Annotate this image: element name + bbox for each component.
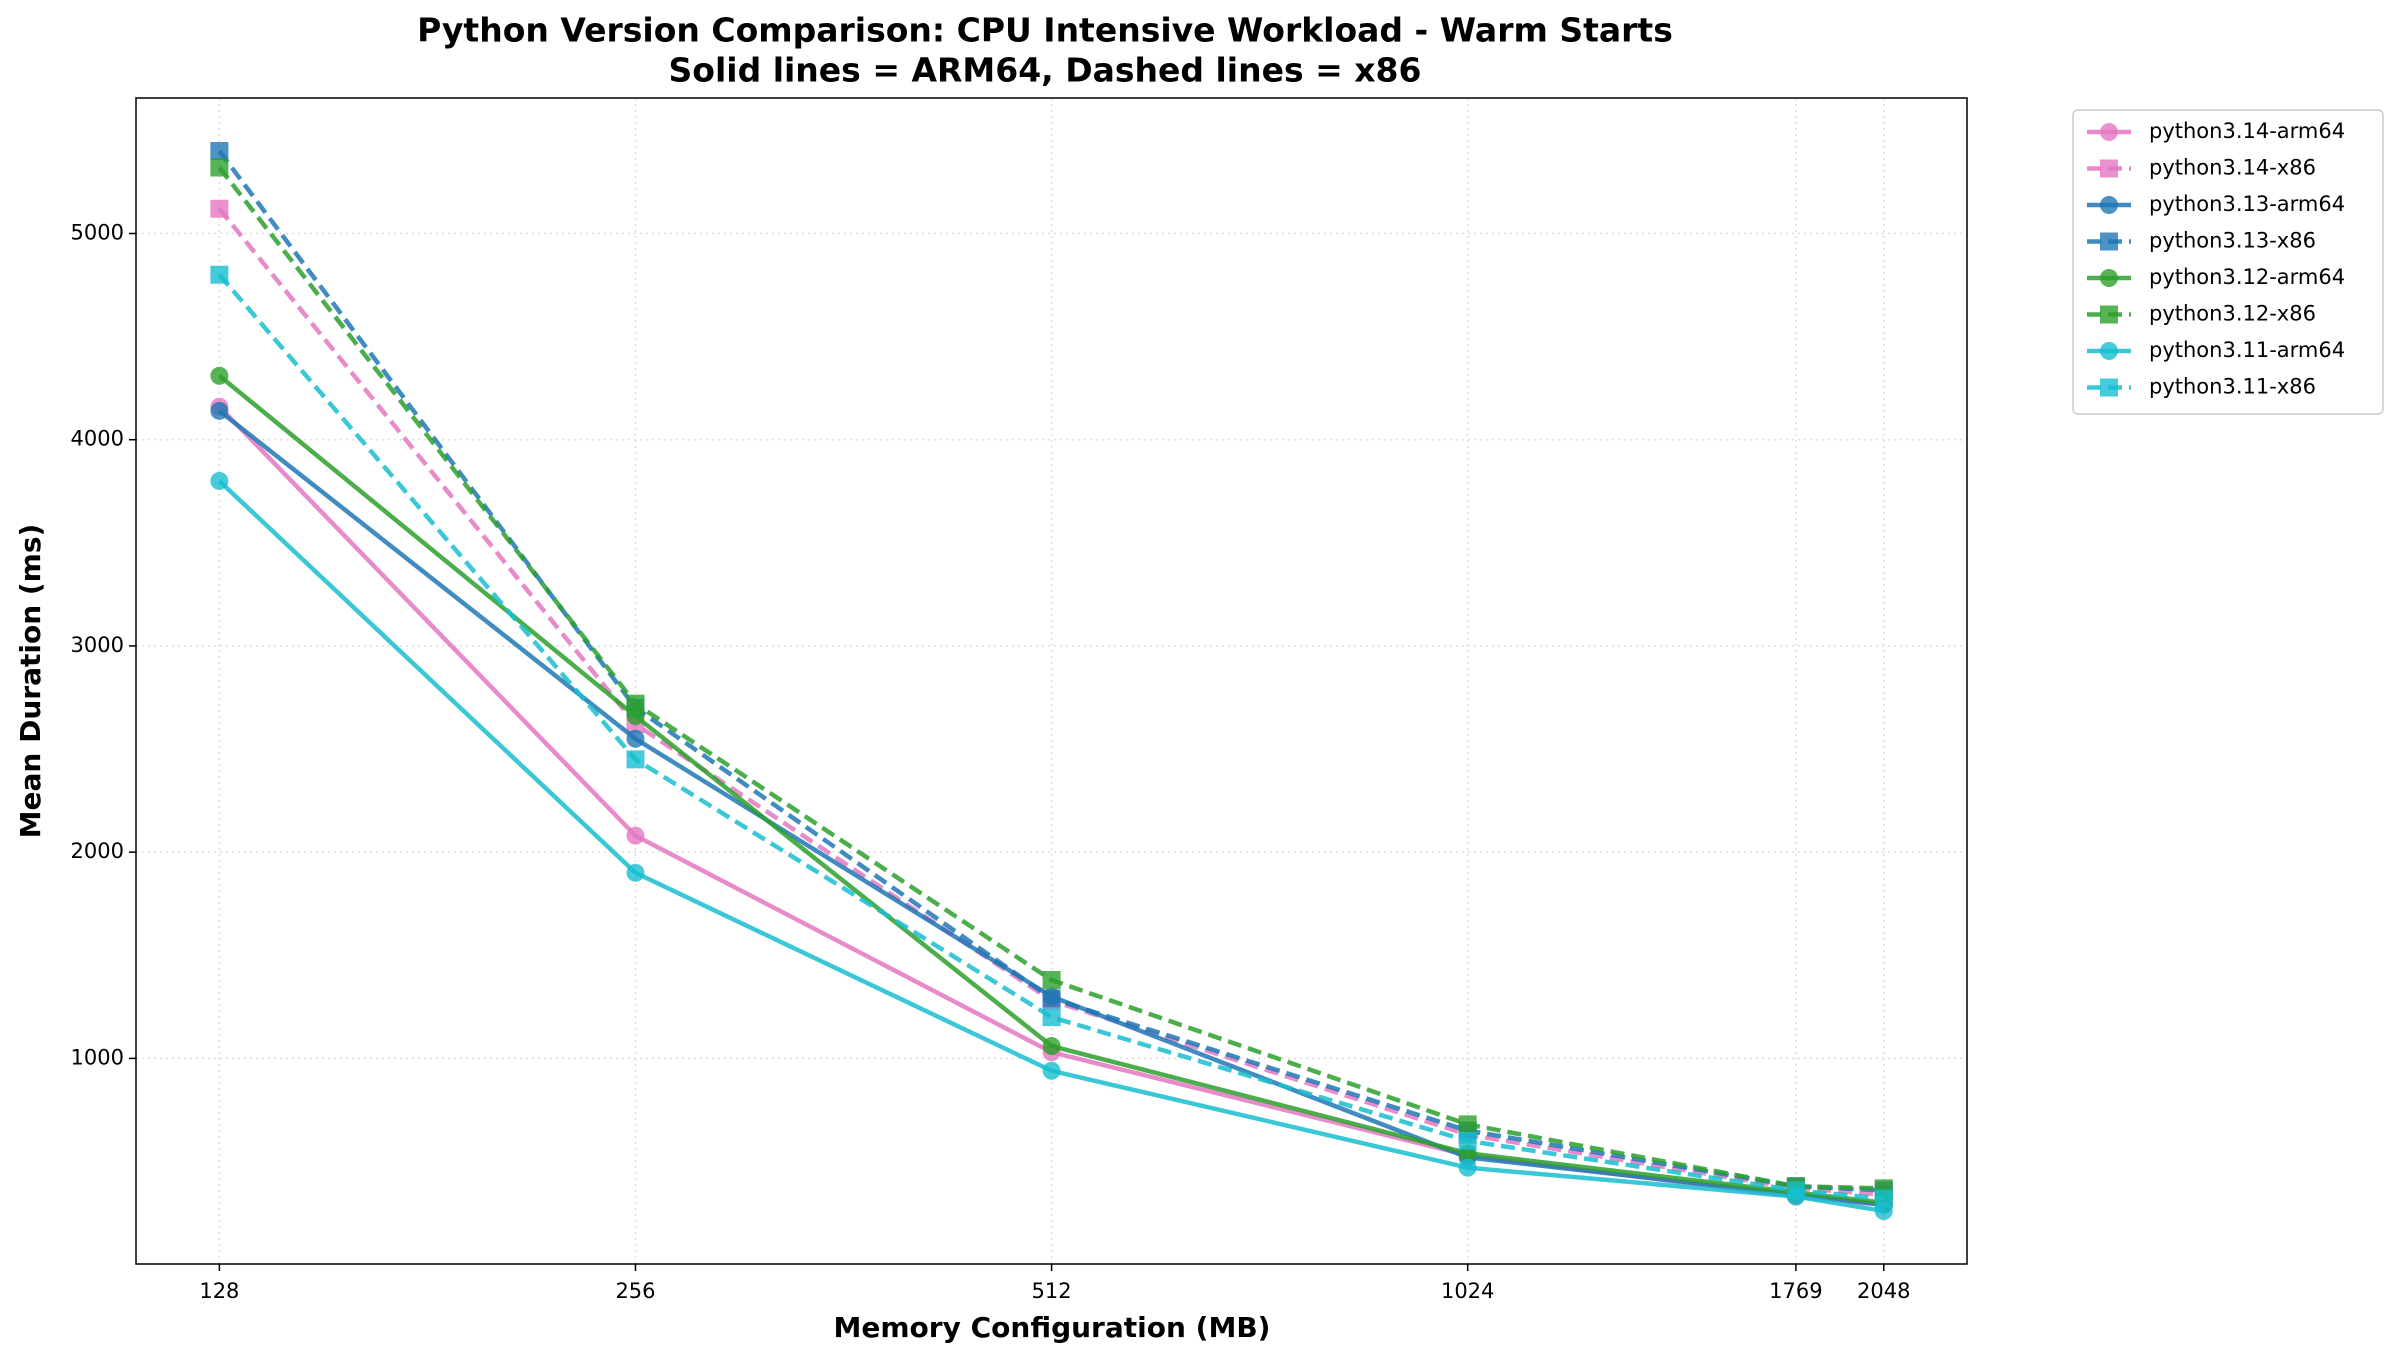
marker <box>1874 1189 1893 1208</box>
legend-label: python3.11-x86 <box>2149 375 2316 399</box>
legend-label: python3.14-x86 <box>2149 156 2316 180</box>
marker <box>626 750 645 769</box>
marker <box>2100 196 2118 214</box>
legend-label: python3.14-arm64 <box>2149 119 2345 143</box>
marker <box>1458 1158 1477 1177</box>
marker <box>210 158 229 177</box>
series-line <box>217 273 1884 1201</box>
x-tick-label: 2048 <box>1857 1279 1910 1303</box>
y-tick-label: 1000 <box>71 1045 124 1069</box>
x-axis-label: Memory Configuration (MB) <box>834 1311 1271 1344</box>
marker <box>2100 159 2118 178</box>
marker <box>1458 1115 1477 1134</box>
series-line <box>217 479 1885 1214</box>
series-line <box>217 207 1884 1197</box>
y-axis-label: Mean Duration (ms) <box>14 524 47 839</box>
series-line <box>217 374 1885 1205</box>
marker <box>1042 1037 1061 1056</box>
legend-label: python3.12-x86 <box>2149 302 2316 326</box>
marker <box>1786 1181 1805 1200</box>
marker <box>210 471 229 490</box>
x-tick-label: 1769 <box>1769 1279 1822 1303</box>
y-tick-label: 4000 <box>71 427 124 451</box>
legend-frame <box>2072 109 2384 415</box>
marker <box>2100 378 2118 397</box>
marker <box>1042 971 1061 990</box>
legend-label: python3.13-arm64 <box>2149 192 2345 216</box>
marker <box>626 863 645 882</box>
series-line <box>217 405 1884 1208</box>
y-tick-label: 2000 <box>71 839 124 863</box>
marker <box>210 366 229 385</box>
marker <box>210 199 229 218</box>
marker <box>1042 989 1061 1008</box>
marker <box>2100 342 2118 360</box>
x-tick-label: 256 <box>615 1279 655 1303</box>
plot-frame <box>135 97 1968 1265</box>
marker <box>1458 1131 1477 1150</box>
x-tick-label: 1024 <box>1441 1279 1494 1303</box>
legend-label: python3.11-arm64 <box>2149 338 2345 362</box>
x-tick-label: 128 <box>199 1279 239 1303</box>
series-line <box>217 166 1884 1191</box>
marker <box>626 826 645 845</box>
marker <box>1042 1008 1061 1027</box>
chart-title: Python Version Comparison: CPU Intensive… <box>417 11 1673 50</box>
marker <box>626 694 645 713</box>
marker <box>210 401 229 420</box>
legend-label: python3.13-x86 <box>2149 229 2316 253</box>
legend-label: python3.12-arm64 <box>2149 265 2345 289</box>
x-tick-label: 512 <box>1032 1279 1072 1303</box>
marker <box>210 142 229 160</box>
chart-subtitle: Solid lines = ARM64, Dashed lines = x86 <box>669 51 1422 90</box>
marker <box>210 265 229 284</box>
marker <box>626 729 645 748</box>
y-tick-label: 3000 <box>71 633 124 657</box>
y-tick-label: 5000 <box>71 220 124 244</box>
series-line <box>217 149 1884 1193</box>
marker <box>1042 1061 1061 1080</box>
marker <box>2100 269 2118 287</box>
marker <box>2100 305 2118 324</box>
marker <box>2100 232 2118 251</box>
marker <box>2100 123 2118 141</box>
